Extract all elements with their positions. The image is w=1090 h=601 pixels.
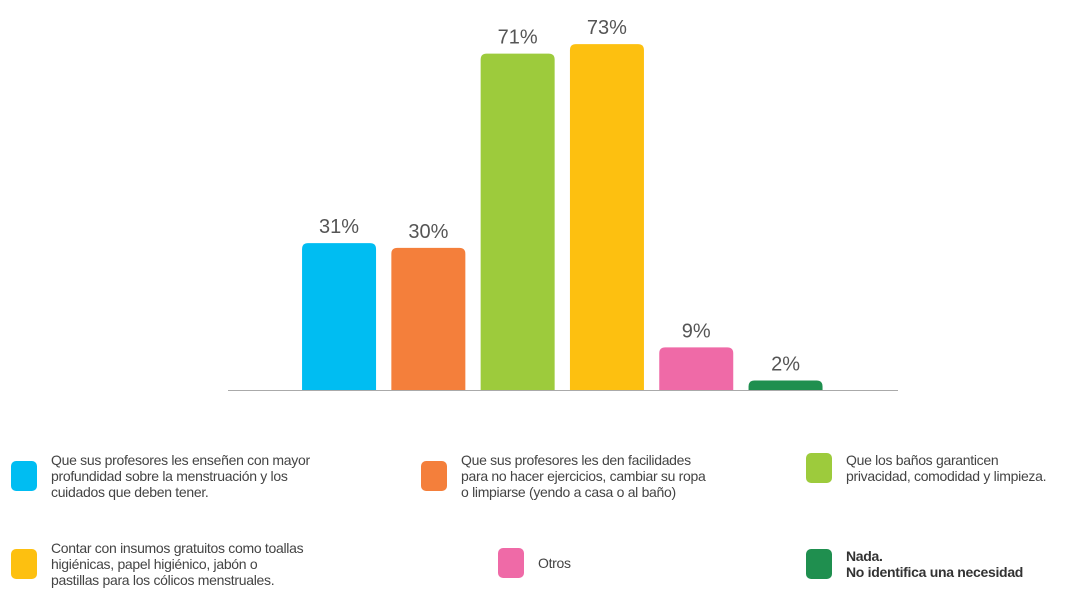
value-label: 73% [587, 17, 627, 39]
legend-swatch [806, 453, 832, 483]
legend-item: Otros [498, 548, 571, 578]
legend-swatch [806, 549, 832, 579]
legend-item: Que sus profesores les den facilidades p… [421, 452, 706, 500]
legend-label: Otros [538, 555, 571, 571]
value-label: 9% [682, 320, 711, 342]
legend-item: Que sus profesores les enseñen con mayor… [11, 452, 310, 500]
bar [748, 380, 823, 390]
value-label: 30% [408, 221, 448, 243]
value-label: 2% [771, 354, 800, 376]
chart: 31% 30% 71% 73% 9% 2% [228, 17, 898, 391]
legend-label: Que sus profesores les den facilidades p… [461, 452, 706, 500]
legend-label: Nada. No identifica una necesidad [846, 548, 1024, 580]
legend-item: Nada. No identifica una necesidad [806, 548, 1023, 580]
bar [302, 243, 377, 390]
bar [480, 53, 555, 390]
legend-swatch [421, 461, 447, 491]
legend-swatch [498, 548, 524, 578]
value-label: 31% [319, 216, 359, 238]
legend-label: Que sus profesores les enseñen con mayor… [51, 452, 310, 500]
bar [659, 347, 734, 390]
legend-item: Contar con insumos gratuitos como toalla… [11, 540, 304, 588]
legend-swatch [11, 549, 37, 579]
value-label: 71% [498, 27, 538, 49]
legend-label: Que los baños garanticen privacidad, com… [846, 452, 1047, 484]
legend-swatch [11, 461, 37, 491]
legend-item: Que los baños garanticen privacidad, com… [806, 452, 1047, 484]
legend-label: Contar con insumos gratuitos como toalla… [51, 540, 304, 588]
bar [391, 247, 466, 390]
bar [569, 44, 644, 390]
